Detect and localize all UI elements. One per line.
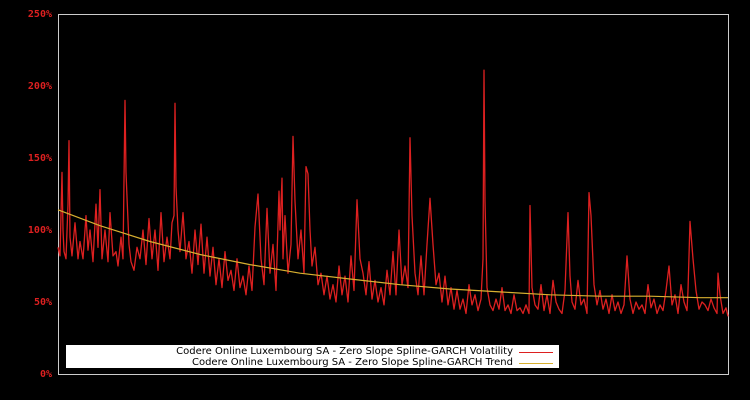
volatility-line [57, 69, 729, 317]
y-tick-label: 200% [27, 81, 52, 92]
y-tick-label: 250% [27, 9, 52, 20]
trend-series [57, 209, 728, 299]
volatility-series [57, 69, 729, 317]
legend-label-volatility: Codere Online Luxembourg SA - Zero Slope… [176, 346, 513, 357]
plot-frame [58, 14, 729, 375]
legend-swatch-trend [519, 363, 553, 364]
y-tick-label: 0% [39, 369, 52, 380]
legend: Codere Online Luxembourg SA - Zero Slope… [66, 345, 559, 368]
y-tick-label: 50% [33, 297, 52, 308]
legend-label-trend: Codere Online Luxembourg SA - Zero Slope… [191, 357, 513, 368]
legend-swatch-volatility [519, 352, 553, 353]
y-tick-label: 150% [27, 153, 52, 164]
trend-line [57, 209, 728, 299]
y-tick-label: 100% [27, 225, 52, 236]
